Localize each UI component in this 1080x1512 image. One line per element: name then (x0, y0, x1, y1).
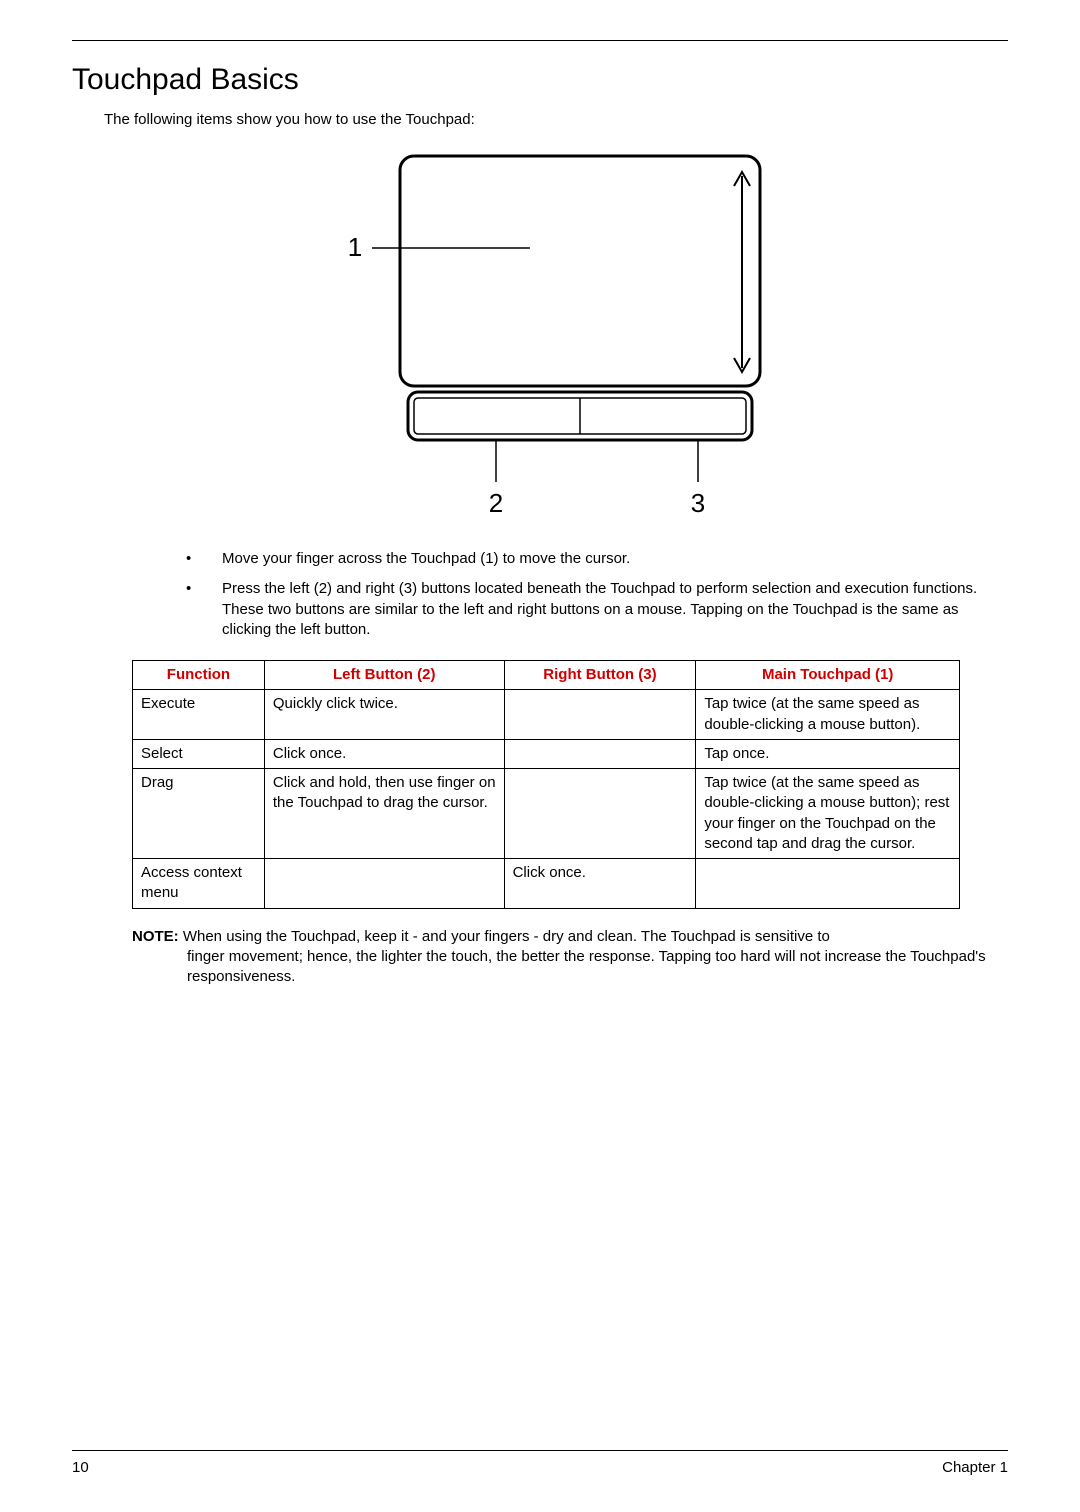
cell-function: Access context menu (133, 859, 265, 909)
note-paragraph: NOTE: When using the Touchpad, keep it -… (132, 927, 1008, 988)
cell-right (504, 739, 696, 768)
cell-function: Execute (133, 690, 265, 740)
th-right-button: Right Button (3) (504, 661, 696, 690)
note-rest: finger movement; hence, the lighter the … (187, 947, 1008, 988)
page-container: Touchpad Basics The following items show… (0, 0, 1080, 1512)
cell-left: Quickly click twice. (264, 690, 504, 740)
cell-right: Click once. (504, 859, 696, 909)
th-left-button: Left Button (2) (264, 661, 504, 690)
cell-main: Tap twice (at the same speed as double-c… (696, 769, 960, 859)
bottom-horizontal-rule (72, 1450, 1008, 1451)
table-row: Execute Quickly click twice. Tap twice (… (133, 690, 960, 740)
function-table: Function Left Button (2) Right Button (3… (132, 660, 960, 909)
cell-left: Click once. (264, 739, 504, 768)
cell-right (504, 769, 696, 859)
cell-main: Tap once. (696, 739, 960, 768)
cell-main: Tap twice (at the same speed as double-c… (696, 690, 960, 740)
touchpad-svg: 1 2 3 (280, 146, 800, 526)
table-row: Drag Click and hold, then use finger on … (133, 769, 960, 859)
cell-left: Click and hold, then use finger on the T… (264, 769, 504, 859)
function-table-wrap: Function Left Button (2) Right Button (3… (132, 660, 1008, 909)
bullet-item: Press the left (2) and right (3) buttons… (178, 579, 1008, 640)
bullet-item: Move your finger across the Touchpad (1)… (178, 549, 1008, 569)
diagram-label-3: 3 (691, 488, 705, 518)
touchpad-diagram: 1 2 3 (72, 146, 1008, 531)
cell-left (264, 859, 504, 909)
cell-function: Drag (133, 769, 265, 859)
diagram-label-1: 1 (348, 232, 362, 262)
cell-function: Select (133, 739, 265, 768)
th-main-touchpad: Main Touchpad (1) (696, 661, 960, 690)
intro-paragraph: The following items show you how to use … (104, 111, 1008, 128)
diagram-label-2: 2 (489, 488, 503, 518)
cell-main (696, 859, 960, 909)
note-label: NOTE: (132, 928, 179, 945)
page-footer: 10 Chapter 1 (72, 1450, 1008, 1476)
th-function: Function (133, 661, 265, 690)
note-first-line: When using the Touchpad, keep it - and y… (183, 928, 830, 945)
top-horizontal-rule (72, 40, 1008, 41)
table-header-row: Function Left Button (2) Right Button (3… (133, 661, 960, 690)
section-title: Touchpad Basics (72, 63, 1008, 97)
table-row: Access context menu Click once. (133, 859, 960, 909)
cell-right (504, 690, 696, 740)
bullet-list: Move your finger across the Touchpad (1)… (178, 549, 1008, 640)
page-number: 10 (72, 1459, 89, 1476)
table-row: Select Click once. Tap once. (133, 739, 960, 768)
chapter-label: Chapter 1 (942, 1459, 1008, 1476)
